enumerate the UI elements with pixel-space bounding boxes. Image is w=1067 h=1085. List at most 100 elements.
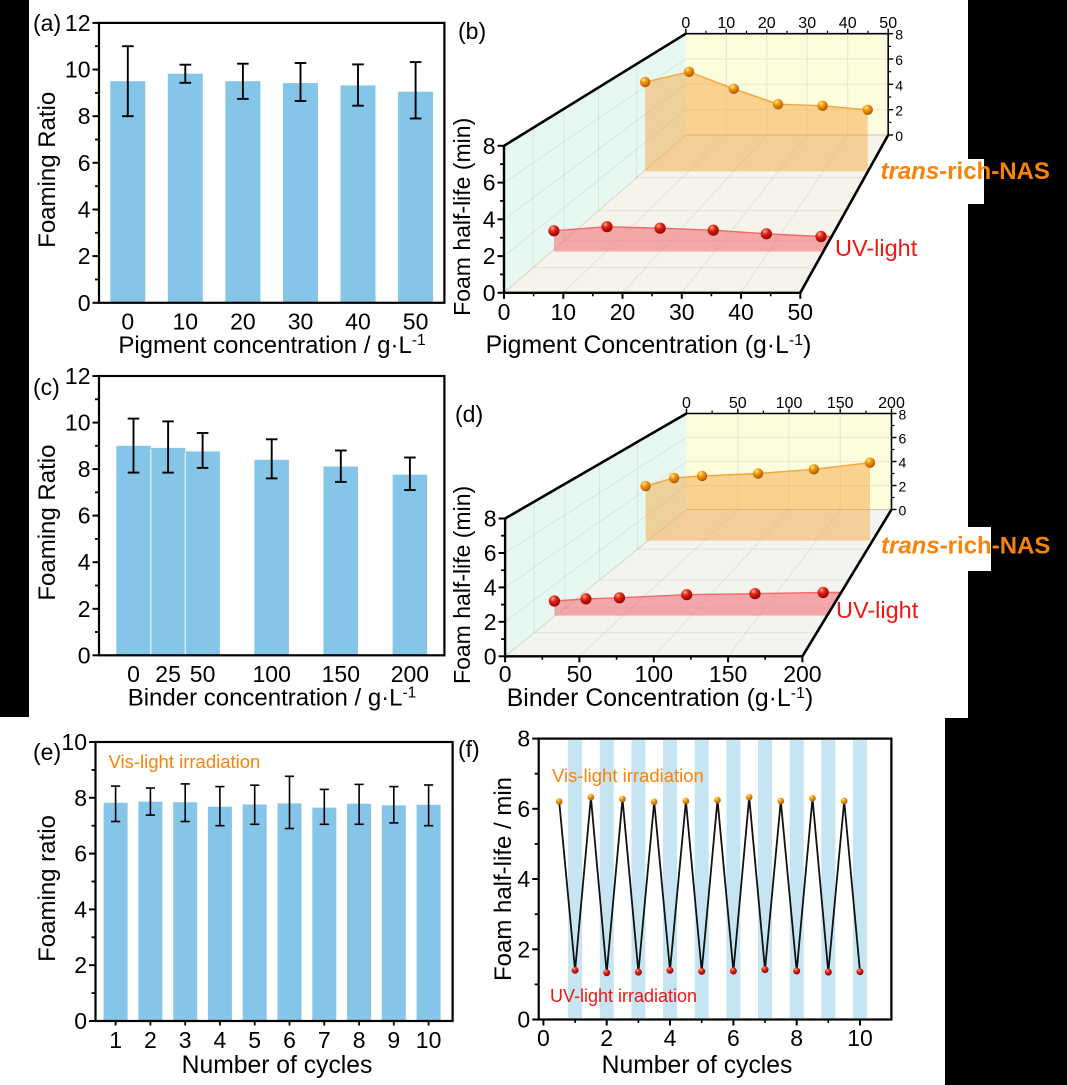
svg-text:Vis-light irradiation: Vis-light irradiation [109,751,261,772]
svg-text:Foaming ratio: Foaming ratio [34,815,61,962]
svg-text:0: 0 [499,661,512,687]
svg-text:6: 6 [78,150,91,176]
svg-text:4: 4 [214,1027,227,1053]
svg-text:Foaming Ratio: Foaming Ratio [34,445,61,601]
svg-text:6: 6 [78,503,91,529]
svg-text:trans-rich-NAS: trans-rich-NAS [881,533,1050,560]
svg-text:30: 30 [798,15,816,32]
svg-text:0: 0 [484,643,497,669]
svg-text:10: 10 [416,1027,442,1053]
svg-text:50: 50 [879,15,897,32]
svg-text:8: 8 [790,1025,803,1051]
svg-text:100: 100 [635,661,673,687]
svg-text:(f): (f) [458,736,480,762]
svg-text:10: 10 [847,1025,873,1051]
svg-text:40: 40 [728,299,754,325]
svg-text:0: 0 [681,15,690,32]
svg-text:4: 4 [899,455,907,471]
svg-text:6: 6 [899,431,907,447]
svg-text:2: 2 [78,243,91,269]
svg-text:1: 1 [109,1027,122,1053]
svg-text:trans-rich-NAS: trans-rich-NAS [881,158,1050,185]
svg-text:0: 0 [682,395,691,412]
svg-text:2: 2 [78,596,91,622]
svg-text:2: 2 [600,1025,613,1051]
svg-text:40: 40 [839,15,857,32]
svg-text:UV-light irradiation: UV-light irradiation [550,986,697,1006]
svg-text:Number of cycles: Number of cycles [182,1052,373,1079]
svg-text:UV-light: UV-light [836,597,919,623]
svg-text:8: 8 [74,785,87,811]
svg-text:20: 20 [610,299,636,325]
svg-text:Pigment concentration / g·L-1: Pigment concentration / g·L-1 [118,332,425,359]
svg-text:150: 150 [827,395,854,412]
svg-text:8: 8 [353,1027,366,1053]
svg-text:8: 8 [78,103,91,129]
svg-text:3: 3 [179,1027,192,1053]
svg-text:8: 8 [484,506,497,532]
svg-text:6: 6 [727,1025,740,1051]
svg-text:8: 8 [78,456,91,482]
svg-text:6: 6 [283,1027,296,1053]
svg-text:50: 50 [729,395,747,412]
svg-text:200: 200 [391,661,429,687]
svg-text:0: 0 [78,290,91,316]
svg-text:20: 20 [230,308,256,334]
svg-text:6: 6 [484,540,497,566]
svg-text:2: 2 [483,243,496,269]
svg-text:150: 150 [709,661,747,687]
svg-text:9: 9 [387,1027,400,1053]
svg-text:0: 0 [483,280,496,306]
svg-text:30: 30 [669,299,695,325]
svg-text:Number of cycles: Number of cycles [602,1052,793,1079]
svg-text:(b): (b) [458,18,486,44]
svg-text:0: 0 [537,1025,550,1051]
svg-text:6: 6 [517,796,530,822]
svg-text:4: 4 [74,896,87,922]
svg-text:2: 2 [74,952,87,978]
svg-text:2: 2 [895,103,903,119]
svg-text:10: 10 [551,299,577,325]
svg-text:4: 4 [517,866,530,892]
svg-text:50: 50 [190,661,216,687]
svg-text:50: 50 [567,661,593,687]
svg-text:4: 4 [664,1025,677,1051]
svg-text:4: 4 [78,197,91,223]
svg-text:10: 10 [65,410,91,436]
svg-text:0: 0 [127,661,140,687]
svg-text:40: 40 [345,308,371,334]
svg-text:Foam half-life (min): Foam half-life (min) [449,118,475,316]
svg-text:10: 10 [173,308,199,334]
svg-text:12: 12 [65,363,91,389]
svg-text:Binder Concentration (g·L-1): Binder Concentration (g·L-1) [507,685,813,712]
svg-text:0: 0 [498,299,511,325]
svg-text:4: 4 [484,574,497,600]
svg-text:200: 200 [783,661,821,687]
svg-text:4: 4 [78,549,91,575]
svg-text:10: 10 [65,57,91,83]
svg-text:6: 6 [483,170,496,196]
svg-text:(c): (c) [33,374,60,400]
svg-text:0: 0 [74,1008,87,1034]
svg-text:10: 10 [61,729,87,755]
svg-text:2: 2 [517,936,530,962]
svg-text:8: 8 [517,726,530,752]
svg-text:Binder concentration / g·L-1: Binder concentration / g·L-1 [128,685,417,712]
svg-text:5: 5 [248,1027,261,1053]
svg-text:25: 25 [155,661,181,687]
svg-text:30: 30 [288,308,314,334]
svg-text:6: 6 [895,52,903,68]
svg-text:7: 7 [318,1027,331,1053]
svg-text:2: 2 [484,609,497,635]
svg-text:UV-light: UV-light [835,235,918,261]
svg-text:6: 6 [74,841,87,867]
svg-text:(a): (a) [33,10,61,36]
svg-text:2: 2 [899,479,907,495]
svg-text:150: 150 [322,661,360,687]
svg-text:2: 2 [144,1027,157,1053]
svg-text:8: 8 [483,133,496,159]
svg-text:Foaming Ratio: Foaming Ratio [34,92,61,248]
svg-text:0: 0 [899,503,907,519]
svg-text:8: 8 [899,407,907,423]
svg-text:Pigment Concentration (g·L-1): Pigment Concentration (g·L-1) [486,332,812,359]
